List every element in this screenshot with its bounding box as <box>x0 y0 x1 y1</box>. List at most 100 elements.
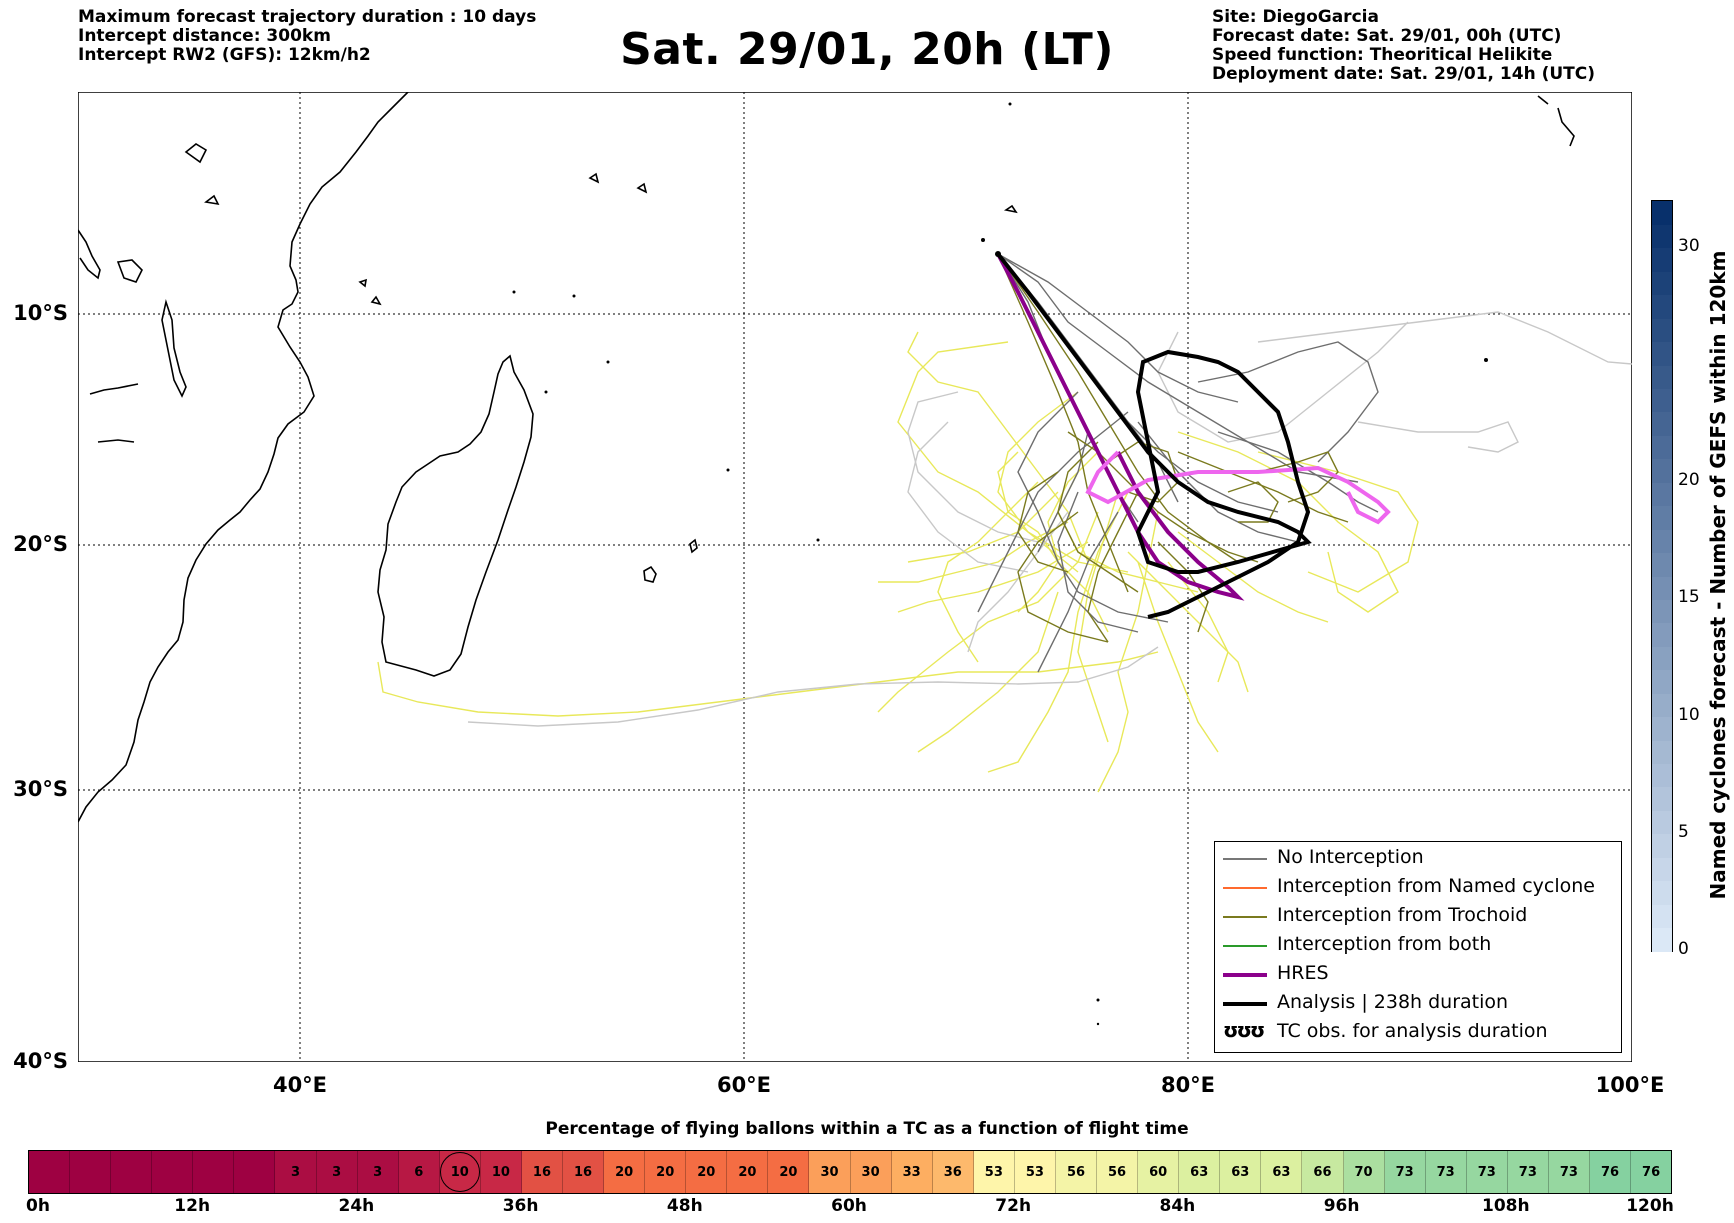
percentage-bar-tick: 96h <box>1323 1196 1360 1216</box>
percentage-cell-value: 56 <box>1066 1164 1086 1180</box>
percentage-bar-tick: 72h <box>995 1196 1032 1216</box>
colorbar-tick-label: 20 <box>1678 470 1700 491</box>
zanzibar <box>184 143 208 164</box>
colorbar-segment <box>1652 622 1672 647</box>
percentage-cell-value: 56 <box>1108 1164 1127 1180</box>
colorbar-segment <box>1652 646 1672 671</box>
intercept-rw2-text: Intercept RW2 (GFS): 12km/h2 <box>78 45 371 65</box>
legend-item-trochoid: Interception from Trochoid <box>1215 902 1615 931</box>
percentage-cell-value: 6 <box>414 1164 424 1180</box>
percentage-cell: 33 <box>891 1151 933 1193</box>
trajectory-light <box>878 521 1069 583</box>
percentage-cell: 3 <box>357 1151 399 1193</box>
percentage-bar-tick: 36h <box>502 1196 539 1216</box>
colorbar-segment <box>1652 669 1672 694</box>
trajectory-light <box>907 331 1089 563</box>
colorbar-segment <box>1652 482 1672 507</box>
percentage-bar-tick: 0h <box>26 1196 50 1216</box>
percentage-bar-tick: 84h <box>1159 1196 1196 1216</box>
colorbar-segment <box>1652 552 1672 577</box>
legend-item-tc-obs: ʊʊʊ TC obs. for analysis duration <box>1215 1018 1615 1047</box>
colorbar-segment <box>1652 201 1672 225</box>
lon-label-80e: 80°E <box>1160 1073 1216 1097</box>
colorbar-segment <box>1652 388 1672 413</box>
percentage-cell: 76 <box>1631 1151 1672 1193</box>
percentage-bar: 3 3 3 6 10 10 16 16 20 20 20 20 20 30 30 33 36 53 53 56 56 60… <box>28 1150 1672 1194</box>
percentage-cell <box>234 1151 276 1193</box>
island-dot <box>981 238 985 242</box>
max-duration-text: Maximum forecast trajectory duration : 1… <box>78 7 537 27</box>
percentage-cell: 20 <box>727 1151 769 1193</box>
trajectory-trochoid <box>1227 481 1279 523</box>
colorbar-segment <box>1652 786 1672 811</box>
colorbar-tick-label: 5 <box>1678 821 1689 842</box>
percentage-cell-value: 73 <box>1518 1164 1537 1180</box>
trajectory-trochoid <box>1057 441 1139 593</box>
percentage-cell-value: 53 <box>984 1164 1003 1180</box>
colorbar-segment <box>1652 857 1672 882</box>
trajectory-no-interception <box>977 411 1129 613</box>
colorbar-segment <box>1652 763 1672 788</box>
percentage-cell <box>70 1151 112 1193</box>
percentage-cell-value: 76 <box>1642 1164 1661 1180</box>
trajectory-light <box>1137 561 1219 753</box>
trajectory-trochoid <box>1177 451 1349 523</box>
forecast-date-text: Forecast date: Sat. 29/01, 00h (UTC) <box>1212 26 1562 46</box>
percentage-cell-value: 53 <box>1025 1164 1044 1180</box>
legend-swatch <box>1223 858 1267 860</box>
speed-function-text: Speed function: Theoritical Helikite <box>1212 45 1553 65</box>
header-left: Maximum forecast trajectory duration : 1… <box>78 8 536 65</box>
colorbar-segment <box>1652 880 1672 905</box>
trajectory-light <box>1127 551 1249 693</box>
percentage-cell: 73 <box>1384 1151 1426 1193</box>
percentage-bar-title: Percentage of flying ballons within a TC… <box>545 1119 1189 1139</box>
percentage-cell: 20 <box>604 1151 646 1193</box>
lat-label-40s: 40°S <box>13 1049 68 1073</box>
percentage-cell: 20 <box>768 1151 810 1193</box>
island-dot <box>544 390 548 394</box>
cocos-a <box>1557 107 1575 147</box>
colorbar-segment <box>1652 435 1672 460</box>
percentage-bar-tick: 12h <box>174 1196 211 1216</box>
trajectory-no-interception <box>1197 341 1379 463</box>
madagascar-coastline <box>377 354 534 677</box>
percentage-cell: 30 <box>850 1151 892 1193</box>
percentage-cell-value: 3 <box>332 1164 342 1180</box>
percentage-cell: 73 <box>1466 1151 1508 1193</box>
colorbar-segment <box>1652 271 1672 296</box>
colorbar-tick-label: 10 <box>1678 704 1700 725</box>
trajectory-trochoid <box>997 253 1129 593</box>
legend-swatch <box>1223 887 1267 889</box>
trajectory-light <box>897 541 1089 613</box>
header-right: Site: DiegoGarcia Forecast date: Sat. 29… <box>1212 8 1595 84</box>
trajectory-light <box>1077 491 1119 743</box>
percentage-cell-value: 30 <box>861 1164 880 1180</box>
lon-label-60e: 60°E <box>716 1073 772 1097</box>
legend-label: TC obs. for analysis duration <box>1277 1020 1548 1042</box>
island-dot <box>1008 102 1012 106</box>
zambezi-coast <box>97 439 135 443</box>
seychelles-b <box>636 182 648 194</box>
percentage-cell: 20 <box>645 1151 687 1193</box>
light-grey-trajectories <box>467 311 1632 727</box>
percentage-cell-value: 33 <box>902 1164 921 1180</box>
percentage-cell-value: 73 <box>1436 1164 1455 1180</box>
percentage-cell-value: 63 <box>1272 1164 1291 1180</box>
percentage-cell: 53 <box>1014 1151 1056 1193</box>
percentage-cell-value: 3 <box>290 1164 301 1180</box>
island-dot <box>512 290 516 294</box>
africa-coastline <box>78 92 409 823</box>
legend-label: Analysis | 238h duration <box>1277 991 1509 1013</box>
percentage-bar-tick: 48h <box>666 1196 703 1216</box>
legend-item-both: Interception from both <box>1215 931 1615 960</box>
percentage-bar-tick: 120h <box>1626 1196 1674 1216</box>
island-dot <box>606 360 610 364</box>
colorbar-segment <box>1652 716 1672 741</box>
percentage-cell: 73 <box>1548 1151 1590 1193</box>
percentage-cell: 10 <box>480 1151 522 1193</box>
legend-swatch <box>1223 973 1267 977</box>
percentage-cell: 3 <box>316 1151 358 1193</box>
trajectory-no-interception <box>997 253 1239 403</box>
percentage-cell-value: 60 <box>1149 1164 1168 1180</box>
legend-item-hres: HRES <box>1215 960 1615 989</box>
